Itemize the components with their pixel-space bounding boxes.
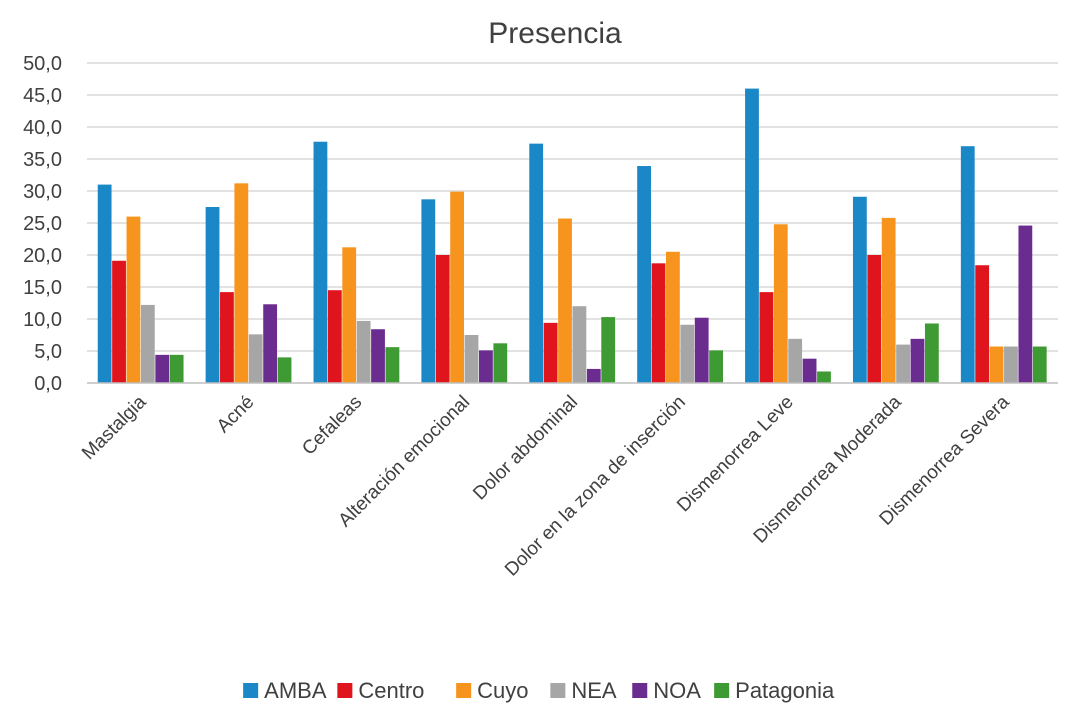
gridlines (87, 62, 1058, 352)
bar-patagonia (601, 317, 616, 383)
bar-centro (759, 292, 774, 383)
legend-swatch-amba (243, 683, 259, 698)
legend-swatch-centro (337, 683, 353, 698)
legend-label-centro: Centro (358, 678, 424, 703)
legend-label-cuyo: Cuyo (477, 678, 528, 703)
legend-label-noa: NOA (653, 678, 701, 703)
bar-amba (852, 196, 867, 383)
y-tick-label: 40,0 (23, 117, 62, 139)
bar-nea (1004, 346, 1018, 383)
bar-cuyo (558, 218, 572, 383)
y-tick-label: 20,0 (23, 245, 62, 267)
y-tick-label: 15,0 (23, 277, 62, 299)
bar-nea (464, 335, 479, 383)
y-axis-ticks: 0,0 5,0 10,0 15,0 20,0 25,0 30,0 35,0 40,0 45,0 50… (23, 53, 62, 395)
legend-label-nea: NEA (571, 678, 617, 703)
bar-nea (680, 324, 695, 383)
bar-centro (435, 255, 450, 383)
legend-swatch-patagonia (714, 683, 730, 698)
y-tick-label: 25,0 (23, 213, 62, 235)
bar-amba (637, 166, 651, 383)
bar-patagonia (924, 323, 939, 383)
bar-nea (248, 334, 263, 383)
bar-amba (421, 199, 436, 383)
y-tick-label: 45,0 (23, 85, 62, 107)
bar-amba (97, 184, 112, 383)
bar-noa (1018, 225, 1033, 383)
bar-patagonia (385, 347, 400, 383)
bar-amba (529, 143, 544, 383)
bar-amba (960, 146, 975, 383)
bar-nea (896, 344, 910, 383)
y-tick-label: 30,0 (23, 181, 62, 203)
bar-cuyo (126, 216, 141, 383)
bar-cuyo (234, 183, 249, 383)
y-tick-label: 50,0 (23, 53, 62, 75)
y-tick-label: 5,0 (34, 341, 62, 363)
bar-noa (586, 368, 601, 383)
bar-patagonia (169, 354, 184, 383)
bar-cuyo (450, 191, 465, 383)
bar-cuyo (881, 217, 896, 383)
bar-noa (263, 304, 278, 383)
x-tick-label: Cefaleas (298, 392, 366, 460)
bar-nea (572, 306, 587, 383)
x-tick-label: Dolor en la zona de inserción (501, 392, 690, 581)
bar-centro (220, 292, 234, 383)
legend-label-amba: AMBA (264, 678, 327, 703)
bar-cuyo (665, 251, 680, 383)
x-tick-label: Dismenorrea Leve (673, 392, 798, 517)
legend-swatch-cuyo (456, 683, 472, 698)
x-tick-label: Acné (213, 392, 258, 437)
bar-noa (371, 329, 385, 383)
legend-label-patagonia: Patagonia (735, 678, 835, 703)
y-tick-label: 35,0 (23, 149, 62, 171)
bar-noa (155, 354, 170, 383)
bar-nea (356, 320, 371, 383)
bar-centro (112, 260, 126, 383)
y-tick-label: 0,0 (34, 373, 62, 395)
bar-amba (745, 88, 759, 383)
bar-patagonia (709, 350, 723, 383)
x-tick-label: Mastalgia (78, 391, 151, 464)
x-tick-label: Dolor abdominal (469, 392, 582, 505)
bar-centro (327, 290, 342, 383)
bar-cuyo (989, 346, 1004, 383)
bar-centro (651, 263, 666, 383)
legend-swatch-nea (550, 683, 566, 698)
bar-patagonia (493, 343, 508, 383)
bars (97, 88, 1047, 383)
bar-patagonia (817, 371, 831, 383)
bar-patagonia (277, 357, 292, 383)
bar-noa (479, 350, 493, 383)
bar-centro (867, 255, 882, 383)
chart-title: Presencia (488, 17, 622, 50)
bar-cuyo (342, 247, 357, 383)
bar-cuyo (773, 224, 788, 383)
bar-noa (910, 338, 925, 383)
bar-amba (205, 207, 220, 383)
legend-swatch-noa (632, 683, 648, 698)
bar-noa (802, 358, 817, 383)
bar-centro (975, 265, 990, 383)
legend: AMBA Centro Cuyo NEA NOA Patagonia (243, 678, 835, 703)
y-tick-label: 10,0 (23, 309, 62, 331)
bar-nea (788, 338, 803, 383)
bar-patagonia (1032, 346, 1047, 383)
bar-nea (140, 304, 155, 383)
bar-noa (694, 317, 709, 383)
bar-centro (543, 322, 558, 383)
bar-amba (313, 141, 328, 383)
